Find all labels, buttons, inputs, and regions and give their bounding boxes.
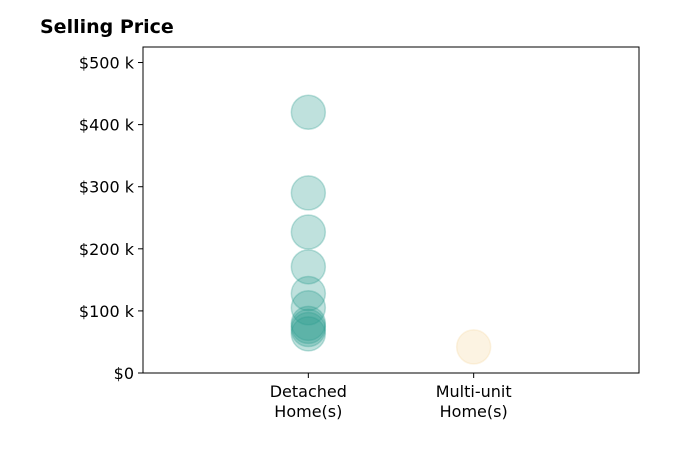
y-tick-label: $200 k (79, 240, 135, 259)
x-tick-label: Multi-unit Home(s) (436, 382, 512, 421)
plot-area (142, 46, 640, 374)
data-point (290, 316, 327, 352)
y-tick-label: $100 k (79, 302, 135, 321)
chart-title: Selling Price (40, 16, 174, 38)
y-tick-label: $300 k (79, 178, 135, 197)
data-point (290, 249, 327, 285)
data-point (290, 175, 327, 211)
data-point (455, 329, 492, 365)
data-points (290, 94, 492, 365)
y-axis: $0 $100 k $200 k $300 k $400 k $500 k (79, 54, 143, 383)
y-tick-label: $500 k (79, 54, 135, 73)
data-point (290, 94, 327, 130)
data-point (290, 305, 327, 342)
data-point (290, 311, 327, 348)
x-tick-label: Detached Home(s) (270, 382, 347, 421)
data-point (290, 275, 327, 312)
data-point (290, 290, 327, 326)
data-point (290, 214, 327, 250)
x-axis: Detached Home(s) Multi-unit Home(s) (270, 373, 512, 421)
data-point (290, 308, 327, 345)
y-tick-label: $400 k (79, 116, 135, 135)
y-tick-label: $0 (114, 364, 134, 383)
